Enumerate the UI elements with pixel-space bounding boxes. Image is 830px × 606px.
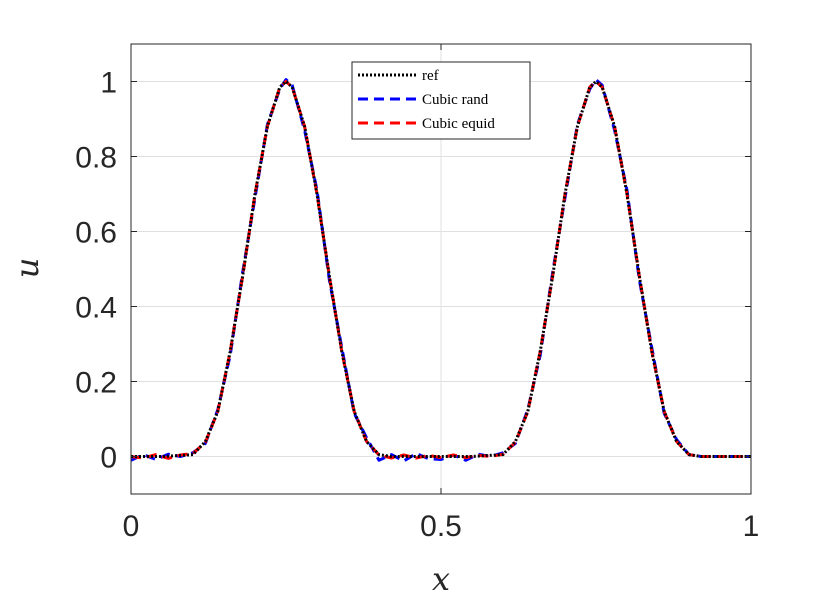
y-tick-label: 0.2 (75, 367, 117, 400)
x-axis-label: x (432, 560, 450, 598)
legend-label-cubic-rand: Cubic rand (422, 92, 489, 108)
x-tick-label: 0 (123, 510, 140, 543)
x-tick-labels: 0 0.5 1 (123, 510, 760, 543)
y-tick-labels: 0 0.2 0.4 0.6 0.8 1 (75, 67, 117, 475)
x-tick-label: 1 (743, 510, 760, 543)
y-tick-label: 0.6 (75, 217, 117, 250)
y-tick-label: 0.8 (75, 142, 117, 175)
y-tick-label: 0 (100, 442, 117, 475)
legend-label-ref: ref (422, 68, 439, 84)
legend: ref Cubic rand Cubic equid (351, 61, 531, 140)
axis-ticks (130, 44, 752, 494)
x-tick-label: 0.5 (420, 510, 462, 543)
y-tick-label: 0.4 (75, 292, 117, 325)
y-axis-label: u (8, 258, 46, 279)
legend-label-cubic-equid: Cubic equid (422, 116, 495, 132)
y-tick-label: 1 (100, 67, 117, 100)
series-line-ref (131, 80, 751, 458)
series-layer (130, 78, 751, 463)
